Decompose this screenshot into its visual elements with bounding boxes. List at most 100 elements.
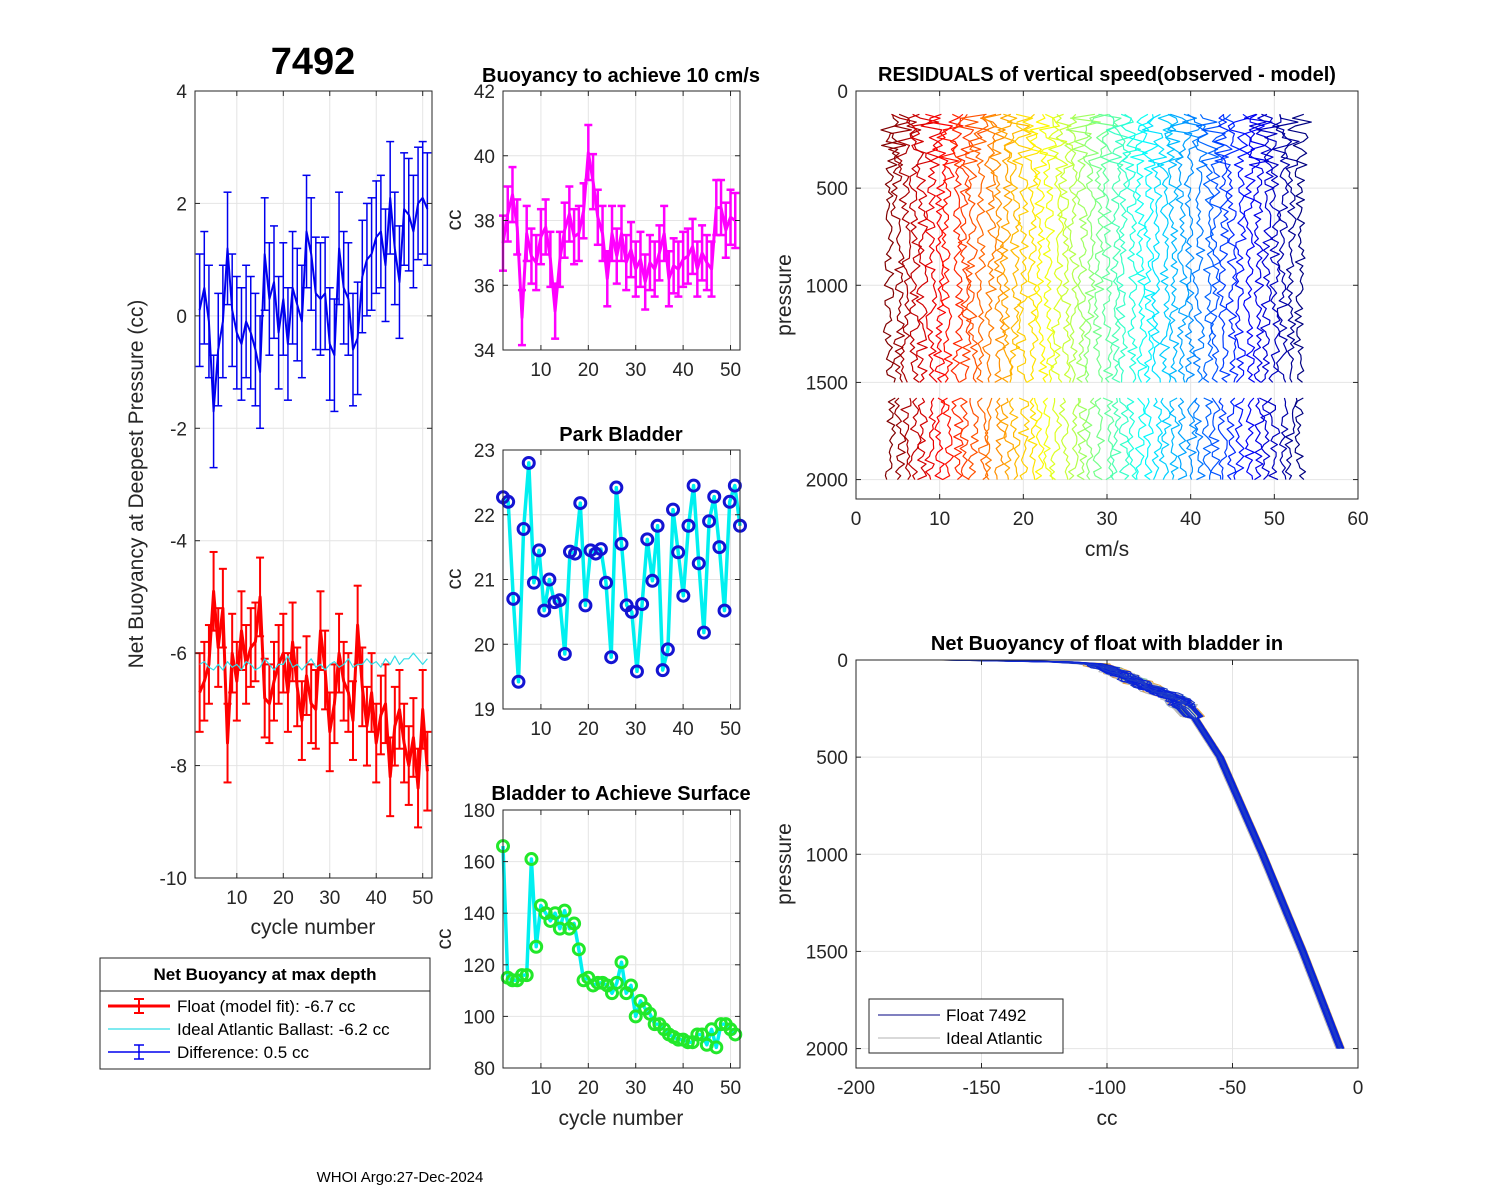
resid-ytick-label: 1000 (806, 276, 848, 297)
resid-profile (1244, 397, 1255, 480)
net-ideal-series (199, 652, 428, 671)
resid-profile (983, 113, 1006, 383)
net-legend-entry-difference: Difference: 0.5 cc (177, 1043, 309, 1062)
net-legend-entry-ideal: Ideal Atlantic Ballast: -6.2 cc (177, 1020, 390, 1039)
resid-profile (1058, 397, 1071, 480)
resid-xtick-label: 30 (1096, 509, 1117, 530)
surf-marker (709, 1040, 724, 1055)
resid-profile (1076, 397, 1088, 481)
buoy-ytick-label: 42 (474, 82, 495, 103)
resid-profile (884, 397, 897, 480)
park-xtick-label: 20 (578, 719, 599, 740)
buoy-ylabel: cc (443, 210, 466, 231)
surf-marker (519, 968, 534, 983)
footer-text: WHOI Argo:27-Dec-2024 (317, 1169, 484, 1186)
resid-profile (1119, 397, 1130, 481)
net-ylabel: Net Buoyancy at Deepest Pressure (cc) (125, 300, 148, 669)
park-marker (521, 455, 536, 470)
resid-profile (1012, 113, 1035, 383)
surf-marker (552, 921, 567, 936)
resid-profile (959, 397, 970, 481)
resid-profile (885, 113, 913, 383)
resid-profile (1259, 397, 1271, 481)
buoy-xtick-label: 40 (673, 360, 694, 381)
park-marker (568, 546, 583, 561)
surf-ytick-label: 120 (463, 956, 495, 977)
nb-title: Net Buoyancy of float with bladder in (931, 633, 1283, 655)
park-marker (624, 604, 639, 619)
surf-ytick-label: 160 (463, 853, 495, 874)
surf-marker (557, 903, 572, 918)
net-difference-errorbar (195, 253, 204, 368)
park-marker (640, 532, 655, 547)
surf-marker (680, 1035, 695, 1050)
resid-profile (1275, 114, 1300, 383)
nb-xtick-label: -50 (1219, 1078, 1246, 1099)
net-float-series (198, 589, 429, 790)
surf-marker (690, 1027, 705, 1042)
resid-profile (1141, 113, 1168, 383)
nb-ideal-profile (939, 659, 1337, 1049)
resid-profile (940, 397, 955, 481)
net-axes-box (194, 90, 433, 879)
resid-series (880, 113, 1312, 481)
surf-title: Bladder to Achieve Surface (491, 783, 750, 805)
resid-profile (1084, 397, 1097, 480)
panel-bladder-surface: 10 20 30 40 50 180 160 140 120 100 80 Bladder to A… (433, 783, 751, 1130)
buoy-xtick-label: 50 (720, 360, 741, 381)
buoy-ytick-label: 36 (474, 276, 495, 297)
park-marker (645, 573, 660, 588)
resid-profile (994, 397, 1007, 480)
park-marker (696, 625, 711, 640)
resid-profile (1055, 113, 1075, 383)
buoy-xtick-label: 30 (625, 360, 646, 381)
resid-profile (1151, 397, 1163, 480)
nb-legend-box (868, 998, 1064, 1054)
resid-profile (1015, 113, 1042, 383)
resid-profile (1065, 113, 1101, 383)
resid-profile (1107, 113, 1126, 383)
resid-profile (1249, 113, 1275, 383)
resid-profile (1186, 397, 1198, 480)
resid-profile (880, 114, 899, 383)
resid-profile (1233, 397, 1245, 480)
resid-profile (984, 397, 993, 481)
resid-profile (910, 113, 940, 383)
nb-float-profile (956, 659, 1342, 1049)
resid-profile (1217, 113, 1241, 383)
surf-line (501, 846, 737, 1050)
resid-profile (1143, 397, 1154, 481)
park-marker (578, 598, 593, 613)
surf-marker (728, 1027, 743, 1042)
net-plot-area (195, 91, 432, 878)
park-ticks: 10 20 30 40 50 23 22 21 20 19 (474, 441, 741, 740)
resid-profile (1196, 113, 1220, 383)
resid-profile (1201, 397, 1214, 480)
resid-profile (1038, 113, 1061, 383)
park-series (496, 455, 747, 689)
buoy-ticks: 10 20 30 40 50 42 40 38 36 34 (474, 82, 741, 381)
net-ytick-label: -2 (170, 419, 187, 440)
resid-profile (1082, 113, 1102, 383)
buoy-ytick-label: 34 (474, 341, 496, 362)
resid-xtick-label: 0 (851, 509, 862, 530)
net-xtick-label: 30 (319, 888, 340, 909)
park-marker (516, 521, 531, 536)
nb-ytick-label: 0 (837, 651, 848, 672)
nb-ytick-label: 1500 (806, 942, 848, 963)
surf-xlabel: cycle number (559, 1107, 684, 1130)
resid-profile (1128, 113, 1150, 383)
park-marker (722, 494, 737, 509)
resid-profile (951, 397, 964, 481)
surf-ticks: 10 20 30 40 50 180 160 140 120 100 80 (463, 801, 741, 1099)
resid-profile (1243, 113, 1273, 383)
surf-marker (529, 939, 544, 954)
resid-profile (917, 397, 928, 481)
resid-profile (1110, 397, 1122, 480)
buoy-xtick-label: 20 (578, 360, 599, 381)
resid-profile (1029, 113, 1050, 383)
resid-xlabel: cm/s (1085, 538, 1129, 561)
resid-ticks: 0 10 20 30 40 50 60 0 500 1000 1500 2000 (806, 82, 1369, 530)
resid-profile (1049, 397, 1063, 481)
resid-profile (1003, 113, 1031, 383)
